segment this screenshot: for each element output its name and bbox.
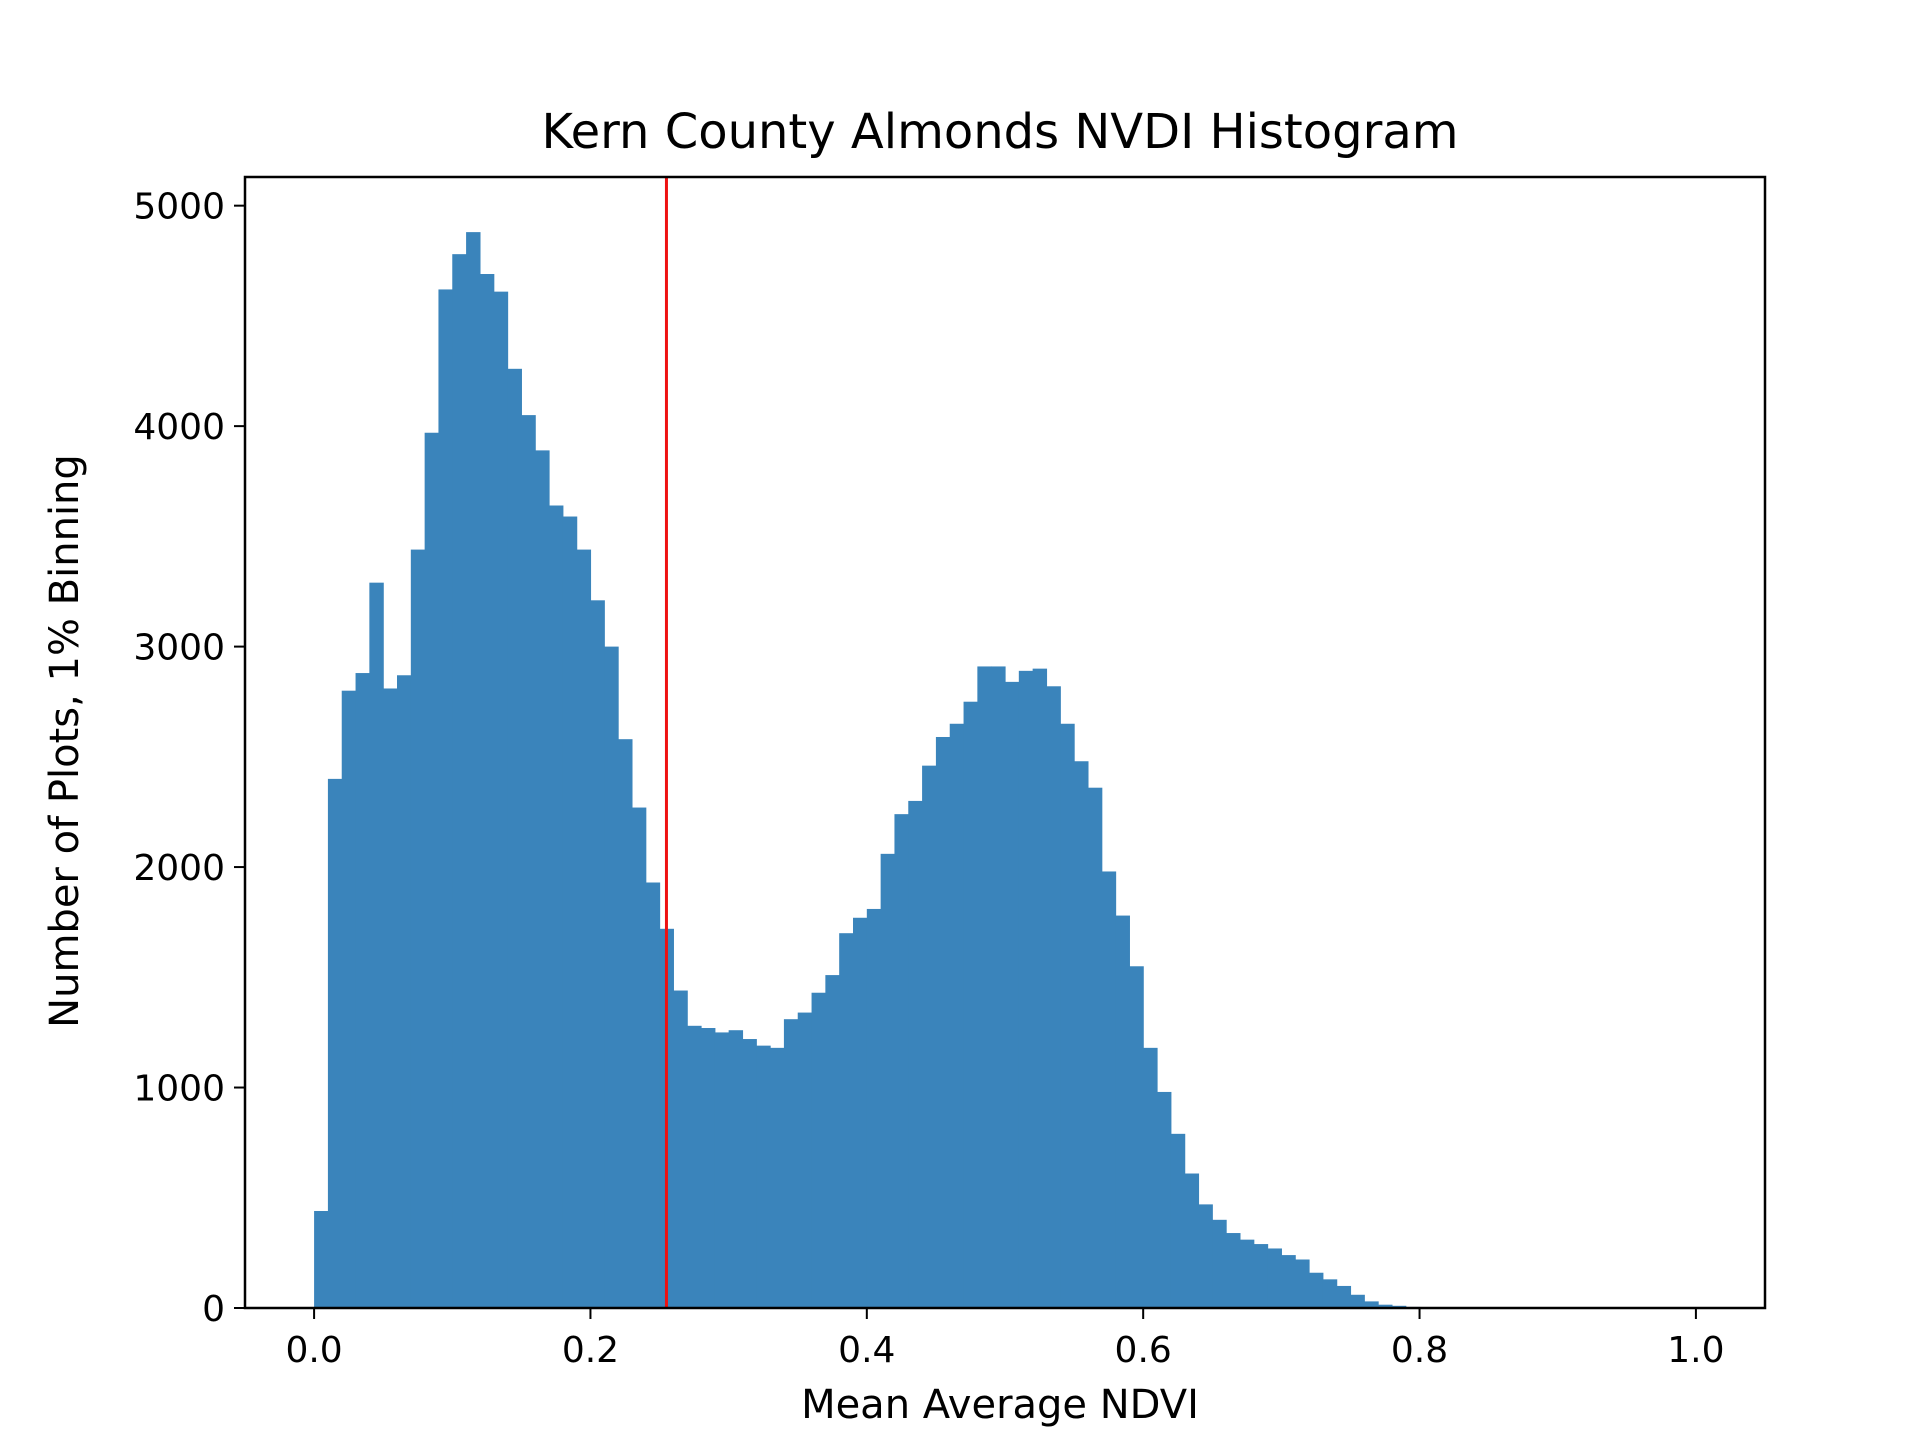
y-tick-label: 4000 — [133, 407, 225, 448]
histogram-bar — [521, 415, 536, 1308]
histogram-bar — [327, 778, 343, 1308]
histogram-bar — [314, 1210, 329, 1308]
histogram-bar — [935, 736, 951, 1308]
histogram-bars — [314, 232, 1421, 1308]
histogram-bar — [770, 1047, 785, 1308]
histogram-bar — [604, 646, 619, 1308]
y-tick-label: 3000 — [133, 628, 225, 669]
histogram-bar — [673, 990, 688, 1308]
histogram-bar — [742, 1039, 757, 1308]
histogram-bar — [1046, 686, 1061, 1308]
y-tick-label: 5000 — [133, 187, 225, 228]
histogram-bar — [341, 690, 357, 1308]
histogram-bar — [493, 291, 509, 1308]
histogram-bar — [424, 432, 440, 1308]
histogram-bar — [1143, 1047, 1158, 1308]
x-tick-label: 0.0 — [285, 1330, 342, 1371]
histogram-bar — [645, 882, 661, 1308]
histogram-bar — [853, 917, 868, 1308]
histogram-bar — [922, 765, 937, 1308]
histogram-bar — [880, 853, 896, 1308]
histogram-bar — [1378, 1304, 1393, 1308]
x-axis-ticks: 0.0 0.2 0.4 0.6 0.8 1.0 — [285, 1308, 1725, 1371]
histogram-bar — [535, 450, 550, 1308]
histogram-bar — [949, 723, 965, 1308]
histogram-bar — [383, 688, 398, 1308]
histogram-bar — [714, 1032, 730, 1308]
histogram-bar — [908, 800, 923, 1308]
histogram-bar — [618, 739, 633, 1308]
histogram-bar — [839, 933, 854, 1308]
histogram-bar — [866, 908, 882, 1308]
histogram-bar — [410, 549, 426, 1308]
histogram-bar — [576, 549, 592, 1308]
x-tick-label: 0.4 — [838, 1330, 895, 1371]
x-tick-label: 0.2 — [562, 1330, 619, 1371]
histogram-bar — [1336, 1285, 1352, 1308]
histogram-bar — [1309, 1272, 1324, 1308]
histogram-bar — [756, 1045, 771, 1308]
histogram-bar — [811, 992, 826, 1308]
histogram-bar — [687, 1025, 702, 1308]
histogram-bar — [1060, 723, 1075, 1308]
histogram-bar — [590, 600, 605, 1308]
histogram-bar — [977, 666, 992, 1308]
histogram-bar — [1212, 1219, 1227, 1308]
histogram-bar — [1087, 787, 1103, 1308]
y-axis-label: Number of Plots, 1% Binning — [42, 454, 88, 1028]
x-tick-label: 1.0 — [1667, 1330, 1724, 1371]
histogram-bar — [1184, 1173, 1200, 1308]
histogram-bar — [355, 673, 370, 1308]
y-axis-ticks: 0 1000 2000 3000 4000 5000 — [133, 187, 245, 1330]
chart-title: Kern County Almonds NVDI Histogram — [542, 104, 1459, 160]
histogram-bar — [701, 1028, 716, 1308]
histogram-bar — [825, 975, 840, 1308]
histogram-bar — [397, 675, 412, 1308]
histogram-bar — [562, 516, 578, 1308]
x-tick-label: 0.6 — [1115, 1330, 1172, 1371]
histogram-bar — [1005, 681, 1020, 1308]
histogram-bar — [631, 807, 647, 1308]
plot-frame — [243, 175, 1767, 1310]
histogram-bar — [1267, 1248, 1282, 1308]
histogram-bar — [963, 701, 978, 1308]
histogram-bar — [1364, 1301, 1379, 1308]
histogram-bar — [1101, 871, 1117, 1308]
y-tick-label: 2000 — [133, 848, 225, 889]
histogram-bar — [507, 368, 522, 1308]
histogram-bar — [1115, 915, 1130, 1308]
histogram-bar — [1198, 1204, 1213, 1308]
histogram-bar — [797, 1012, 813, 1308]
histogram-bar — [1281, 1255, 1296, 1308]
histogram-bar — [1295, 1259, 1310, 1308]
histogram-bar — [991, 666, 1006, 1308]
x-axis-label: Mean Average NDVI — [801, 1382, 1199, 1428]
histogram-bar — [1226, 1233, 1241, 1308]
histogram-bar — [1170, 1133, 1186, 1308]
histogram-bar — [549, 505, 564, 1308]
y-tick-label: 0 — [202, 1289, 225, 1330]
histogram-bar — [783, 1019, 799, 1308]
x-tick-label: 0.8 — [1391, 1330, 1448, 1371]
histogram-bar — [438, 289, 453, 1308]
histogram-bar — [479, 274, 495, 1308]
histogram-bar — [1074, 761, 1089, 1308]
histogram-bar — [1129, 966, 1144, 1308]
y-tick-label: 1000 — [133, 1069, 225, 1110]
histogram-bar — [466, 232, 481, 1308]
histogram-bar — [1032, 668, 1048, 1308]
histogram-bar — [1157, 1091, 1172, 1308]
histogram-bar — [1350, 1294, 1365, 1308]
histogram-bar — [1253, 1244, 1269, 1308]
histogram-bar — [1018, 670, 1034, 1308]
histogram-bar — [452, 254, 467, 1308]
histogram-bar — [369, 582, 384, 1308]
histogram-bar — [1322, 1279, 1338, 1308]
histogram-bar — [728, 1030, 744, 1308]
histogram-bar — [1239, 1239, 1255, 1308]
histogram-bar — [894, 814, 909, 1308]
